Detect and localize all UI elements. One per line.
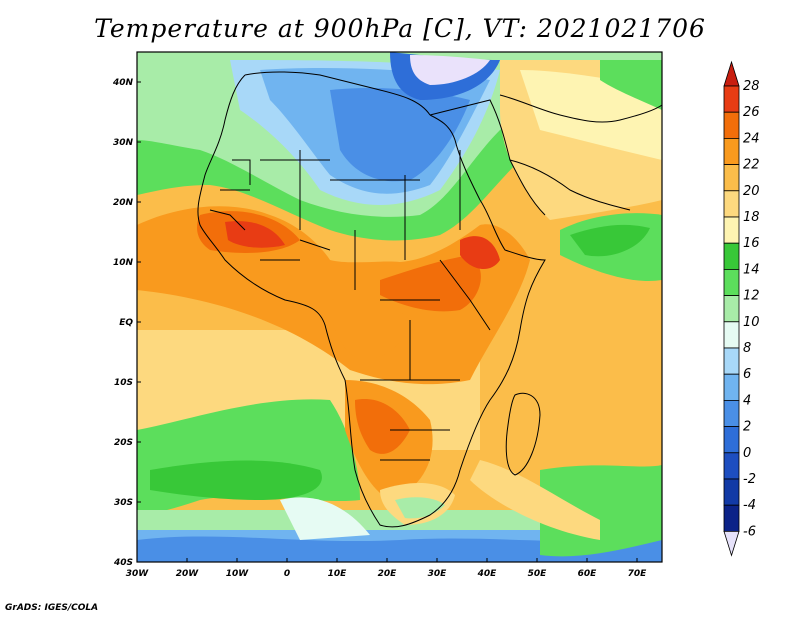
colorbar-swatch [723,321,740,349]
colorbar-swatch [723,478,740,506]
lat-tick-label: 40S [113,558,133,568]
colorbar-swatch [723,111,740,139]
colorbar-swatch [723,347,740,375]
colorbar-swatch [723,295,740,323]
colorbar-swatch [723,137,740,165]
colorbar-swatch [723,399,740,427]
colorbar-top-arrow [723,60,740,87]
colorbar-label: 2 [743,420,751,435]
lat-tick-label: 10S [114,378,133,388]
colorbar-label: 10 [743,315,760,330]
grads-credit: GrADS: IGES/COLA [5,603,99,613]
colorbar-label: 14 [743,262,760,277]
coastlines [197,71,662,528]
colorbar-swatch [723,216,740,244]
colorbar-swatch [723,373,740,401]
lat-tick-label: EQ [119,318,133,328]
lon-tick-label: 40E [477,569,498,579]
colorbar-label: 8 [743,341,751,356]
colorbar-label: -2 [743,472,756,487]
colorbar-label: -6 [743,524,756,539]
colorbar-label: 4 [743,393,751,408]
map-frame [136,51,663,563]
colorbar-label: 28 [743,79,760,94]
lon-tick-label: 10E [328,569,348,579]
lon-tick-label: 50E [528,569,548,579]
colorbar-label: -4 [743,498,756,513]
longitude-ticks: 30W 20W 10W 0 10E 20E 30E 40E 50E 60E 70E [126,558,647,579]
lat-tick-label: 20S [114,438,133,448]
colorbar-swatch [723,85,740,113]
temperature-field [137,52,662,562]
colorbar-label: 26 [743,105,760,120]
colorbar-label: 0 [743,446,751,461]
colorbar-label: 6 [743,367,751,382]
colorbar-swatch [723,268,740,296]
lon-tick-label: 60E [578,569,598,579]
colorbar-swatch [723,426,740,454]
lon-tick-label: 20E [378,569,398,579]
colorbar-bottom-arrow [723,531,740,557]
colorbar-label: 22 [743,158,760,173]
colorbar-swatch [723,190,740,218]
lon-tick-label: 10W [226,569,250,579]
latitude-ticks: 40N 30N 20N 10N EQ 10S 20S 30S 40S [112,78,141,568]
lon-tick-label: 0 [284,569,290,579]
colorbar-label: 24 [743,131,760,146]
lon-tick-label: 30W [126,569,150,579]
colorbar-swatch [723,504,740,532]
colorbar-label: 12 [743,289,760,304]
colorbar-swatch [723,242,740,270]
lon-tick-label: 70E [628,569,648,579]
colorbar-label: 20 [743,184,760,199]
map-title: Temperature at 900hPa [C], VT: 202102170… [94,14,706,43]
colorbar-swatch [723,452,740,480]
lat-tick-label: 40N [112,78,134,88]
lon-tick-label: 30E [428,569,448,579]
lat-tick-label: 30N [113,138,134,148]
lat-tick-label: 10N [113,258,134,268]
colorbar-label: 16 [743,236,760,251]
colorbar-swatch [723,164,740,192]
colorbar-label: 18 [743,210,760,225]
lat-tick-label: 30S [114,498,133,508]
lon-tick-label: 20W [176,569,200,579]
lat-tick-label: 20N [113,198,134,208]
